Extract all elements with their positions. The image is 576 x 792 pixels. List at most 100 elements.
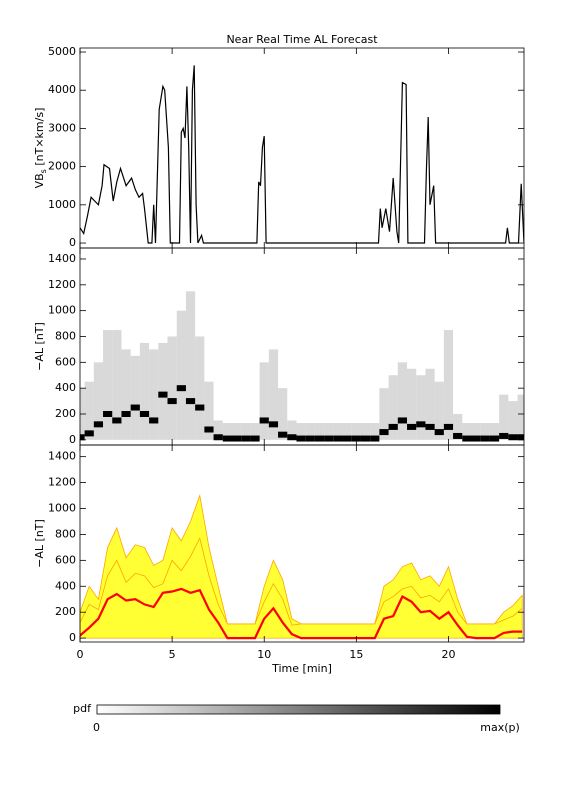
pdf-extent <box>250 423 260 440</box>
y-tick-label: 1400 <box>48 252 76 265</box>
pdf-extent <box>443 330 454 440</box>
pdf-extent <box>324 423 334 440</box>
pdf-peak <box>351 435 361 442</box>
colorbar-max: max(p) <box>480 721 520 734</box>
pdf-extent <box>139 342 150 440</box>
pdf-peak <box>517 434 524 441</box>
pdf-extent <box>305 423 315 440</box>
pdf-extent <box>416 375 426 440</box>
pdf-peak <box>333 435 343 442</box>
pdf-extent <box>259 362 269 440</box>
pdf-peak <box>416 421 426 428</box>
pdf-peak <box>93 421 104 428</box>
pdf-peak <box>130 404 140 411</box>
y-tick-label: 400 <box>55 381 76 394</box>
pdf-peak <box>296 435 306 442</box>
pdf-extent <box>379 388 389 440</box>
pdf-extent <box>370 423 380 440</box>
pdf-extent <box>517 394 524 440</box>
pdf-peak <box>434 429 444 436</box>
pdf-extent <box>314 423 325 440</box>
pdf-peak <box>139 410 150 417</box>
pdf-peak <box>167 398 177 405</box>
pdf-extent <box>84 381 94 440</box>
colorbar-min: 0 <box>93 721 100 734</box>
pdf-peak <box>397 417 408 424</box>
pdf-extent <box>333 423 343 440</box>
y-tick-label: 4000 <box>48 83 76 96</box>
pdf-extent <box>287 420 297 440</box>
pdf-extent <box>158 342 168 440</box>
pdf-peak <box>462 435 472 442</box>
pdf-extent <box>453 413 463 440</box>
pdf-extent <box>351 423 361 440</box>
plot-area <box>80 291 524 442</box>
pdf-extent <box>121 349 131 440</box>
plot-area <box>80 493 523 640</box>
y-label-rest: [nT×km/s] <box>33 108 46 170</box>
y-tick-label: 0 <box>69 236 76 249</box>
colorbar-gradient <box>96 704 501 715</box>
pdf-peak <box>185 398 196 405</box>
pdf-extent <box>360 423 371 440</box>
x-tick-label: 5 <box>169 648 176 661</box>
x-tick-label: 10 <box>257 648 271 661</box>
pdf-peak <box>508 434 518 441</box>
pdf-peak <box>121 410 131 417</box>
y-axis-label: VBs [nT×km/s] <box>33 108 48 189</box>
pdf-extent <box>388 375 398 440</box>
pdf-peak <box>407 423 417 430</box>
axes-frame <box>79 444 525 643</box>
pdf-extent <box>213 420 223 440</box>
y-label-main: VB <box>33 173 46 188</box>
pdf-extent <box>231 423 242 440</box>
y-tick-label: 200 <box>55 407 76 420</box>
pdf-extent <box>167 336 177 440</box>
pdf-extent <box>508 401 518 440</box>
pdf-extent <box>471 423 481 440</box>
pdf-extent <box>149 349 159 440</box>
pdf-extent <box>185 291 196 440</box>
pdf-extent <box>241 423 251 440</box>
median-line <box>80 587 523 640</box>
pdf-peak <box>222 435 232 442</box>
x-tick-label: 0 <box>77 648 84 661</box>
pdf-peak <box>231 435 242 442</box>
pdf-extent <box>296 423 306 440</box>
pdf-peak <box>499 432 509 439</box>
y-tick-label: 1000 <box>48 502 76 515</box>
pdf-peak <box>305 435 315 442</box>
pdf-peak <box>471 435 481 442</box>
pdf-peak <box>342 435 352 442</box>
pdf-peak <box>480 435 490 442</box>
pdf-peak <box>84 430 94 437</box>
pdf-peak <box>158 391 168 398</box>
y-tick-label: 800 <box>55 527 76 540</box>
pdf-extent <box>480 423 490 440</box>
colorbar-label: pdf <box>73 702 92 715</box>
y-tick-label: 5000 <box>48 45 76 58</box>
pdf-peak <box>425 423 435 430</box>
pdf-peak <box>453 432 463 439</box>
pdf-peak <box>250 435 260 442</box>
y-tick-label: 1400 <box>48 450 76 463</box>
pdf-extent <box>499 394 509 440</box>
pdf-peak <box>287 434 297 441</box>
axes-frame <box>79 47 525 249</box>
pdf-peak <box>443 423 454 430</box>
vbs-line <box>80 65 524 244</box>
y-tick-label: 3000 <box>48 121 76 134</box>
pdf-extent <box>93 362 104 440</box>
y-tick-label: 1000 <box>48 198 76 211</box>
y-tick-label: 1000 <box>48 304 76 317</box>
pdf-peak <box>80 434 85 441</box>
pdf-extent <box>222 423 232 440</box>
pdf-peak <box>360 435 371 442</box>
pdf-peak <box>388 423 398 430</box>
pdf-peak <box>259 417 269 424</box>
pdf-extent <box>489 423 500 440</box>
y-label-sub: s <box>39 169 48 173</box>
pdf-peak <box>489 435 500 442</box>
y-axis-label: −AL [nT] <box>33 322 46 371</box>
x-axis-label: Time [min] <box>271 662 332 675</box>
